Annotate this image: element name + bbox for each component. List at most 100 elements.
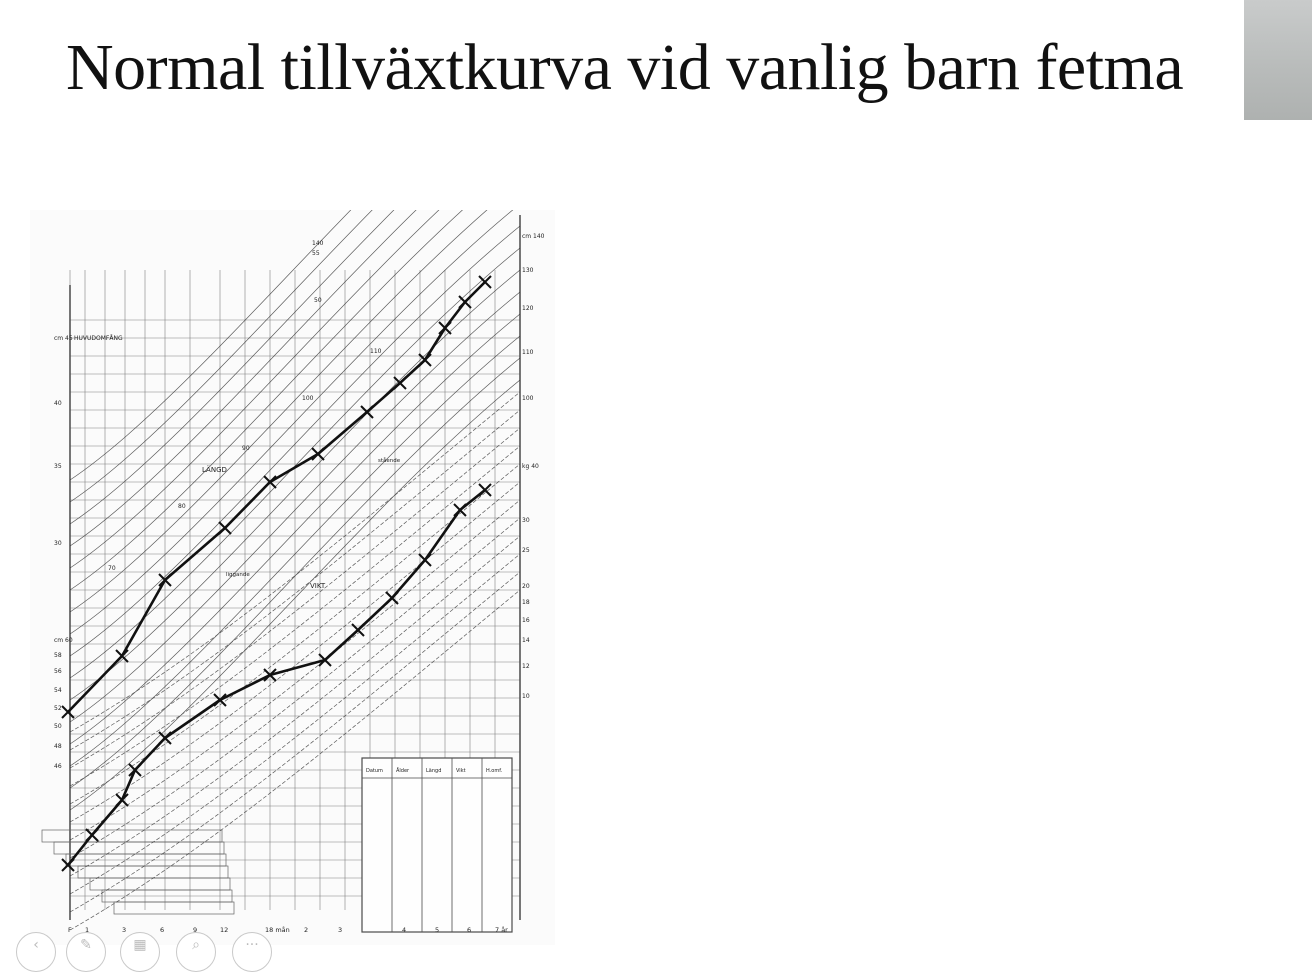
bottom-tick: 2 xyxy=(304,926,308,934)
more-options-button[interactable]: ··· xyxy=(232,932,272,972)
inner-curve-number: 80 xyxy=(178,503,186,510)
percentile-line xyxy=(69,499,521,841)
table-frame xyxy=(361,757,513,933)
inner-curve-number: 50 xyxy=(314,297,322,304)
measurement-x-mark xyxy=(263,475,277,489)
bottom-tick: 7 år xyxy=(495,925,508,934)
measurement-x-mark xyxy=(418,353,432,367)
x-stroke xyxy=(158,731,172,745)
right-tick-length: 130 xyxy=(522,267,534,274)
age-zone-box xyxy=(77,865,229,879)
height-curve xyxy=(67,281,486,713)
bottom-tick: 18 mån xyxy=(265,925,290,934)
measurement-x-mark xyxy=(351,623,365,637)
pen-tool-button[interactable]: ✎ xyxy=(66,932,106,972)
zoom-button[interactable]: ⌕ xyxy=(176,932,216,972)
percentile-line xyxy=(69,291,521,723)
right-tick-weight: 30 xyxy=(522,517,530,524)
age-zone-box xyxy=(41,829,223,843)
right-tick-length: 120 xyxy=(522,305,534,312)
previous-slide-button[interactable]: ‹ xyxy=(16,932,56,972)
measurement-x-mark xyxy=(213,693,227,707)
measurement-x-mark xyxy=(263,668,277,682)
bottom-tick: 5 xyxy=(435,926,439,934)
x-stroke xyxy=(311,447,325,461)
x-stroke xyxy=(115,649,129,663)
percentile-line xyxy=(69,210,395,525)
x-stroke xyxy=(351,623,365,637)
x-stroke xyxy=(393,376,407,390)
percentile-line xyxy=(69,210,463,591)
right-tick-weight: 14 xyxy=(522,637,530,644)
percentile-line xyxy=(69,535,521,877)
right-tick-length: cm 140 xyxy=(522,233,545,240)
head-circumference-label: HUVUDOMFÅNG xyxy=(74,335,123,342)
percentile-line xyxy=(69,210,488,613)
left-tick-lying: 56 xyxy=(54,668,62,675)
measurement-x-mark xyxy=(438,321,452,335)
inner-curve-number: 110 xyxy=(370,348,382,355)
left-tick-head: 35 xyxy=(54,463,62,470)
x-stroke xyxy=(158,573,172,587)
see-all-slides-button[interactable]: ▦ xyxy=(120,932,160,972)
bottom-tick: 4 xyxy=(402,926,406,934)
x-stroke xyxy=(418,353,432,367)
bottom-tick: 3 xyxy=(122,926,126,934)
slides-icon: ▦ xyxy=(133,937,147,953)
bottom-tick: 6 xyxy=(467,926,471,934)
age-zone-box xyxy=(113,901,235,915)
measurement-x-mark xyxy=(478,275,492,289)
table-header: Vikt xyxy=(456,768,466,774)
x-stroke xyxy=(85,828,99,842)
x-stroke xyxy=(385,591,399,605)
x-stroke xyxy=(453,503,467,517)
x-stroke xyxy=(478,275,492,289)
measurement-x-mark xyxy=(318,653,332,667)
percentile-line xyxy=(69,553,521,895)
measurement-x-mark xyxy=(128,763,142,777)
x-stroke xyxy=(218,521,232,535)
bottom-tick: F xyxy=(68,926,72,934)
standing-label: stående xyxy=(378,457,401,464)
lying-label: liggande xyxy=(226,572,250,578)
inner-curve-number: 140 xyxy=(312,240,324,247)
measurement-x-mark xyxy=(218,521,232,535)
x-stroke xyxy=(61,858,75,872)
right-tick-weight: 12 xyxy=(522,663,530,670)
length-label: LÄNGD xyxy=(202,465,227,474)
bottom-tick: 3 xyxy=(338,926,342,934)
measurement-x-mark xyxy=(61,858,75,872)
growth-chart-scan: Datum Ålder Längd Vikt H.omf. HUVUDOMFÅNG LÄNG… xyxy=(30,210,555,945)
left-tick-head: cm 45 xyxy=(54,335,73,342)
percentile-line xyxy=(69,391,521,733)
measurement-x-mark xyxy=(158,573,172,587)
measurement-x-mark xyxy=(453,503,467,517)
percentile-line xyxy=(69,210,514,635)
inner-curve-number: 90 xyxy=(242,445,250,452)
measurement-x-mark xyxy=(478,483,492,497)
measurement-x-mark xyxy=(115,793,129,807)
inner-curve-number: 70 xyxy=(108,565,116,572)
right-tick-weight: 20 xyxy=(522,583,530,590)
table-header: Längd xyxy=(426,768,441,774)
percentile-line xyxy=(69,335,521,767)
measurement-x-mark xyxy=(458,295,472,309)
measurement-x-mark xyxy=(85,828,99,842)
left-tick-lying: 58 xyxy=(54,652,62,659)
x-stroke xyxy=(263,475,277,489)
presenter-video-thumbnail[interactable] xyxy=(1244,0,1312,120)
percentile-line xyxy=(69,571,521,913)
left-tick-head: 30 xyxy=(54,540,62,547)
percentile-line xyxy=(69,517,521,859)
measurement-x-mark xyxy=(393,376,407,390)
measurement-x-mark xyxy=(385,591,399,605)
percentile-line xyxy=(69,210,352,481)
left-tick-lying: 48 xyxy=(54,743,62,750)
magnifier-icon: ⌕ xyxy=(192,937,200,953)
percentile-line xyxy=(69,379,521,811)
percentile-line xyxy=(69,409,521,751)
bottom-tick: 12 xyxy=(220,926,228,934)
x-stroke xyxy=(115,793,129,807)
x-stroke xyxy=(61,705,75,719)
more-options-icon: ··· xyxy=(245,937,259,953)
